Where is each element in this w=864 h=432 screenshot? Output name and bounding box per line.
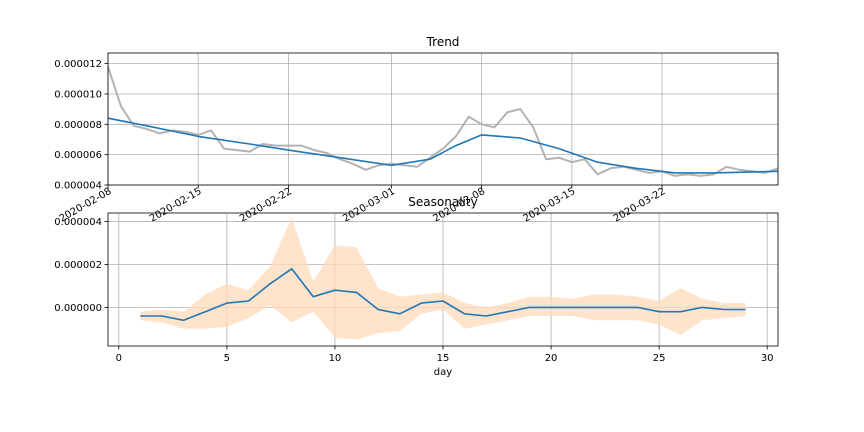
uncertainty-band	[140, 217, 746, 340]
trend-series	[107, 66, 779, 177]
x-tick-label: 2020-02-22	[238, 186, 294, 225]
trend-title: Trend	[426, 35, 460, 49]
x-tick-label: 2020-03-01	[341, 186, 397, 225]
x-tick-label: 0	[116, 353, 122, 364]
trend-ticks: 2020-02-08 2020-02-15 2020-02-22 2020-03-01…	[54, 59, 667, 225]
x-tick-label: 10	[329, 353, 342, 364]
y-tick-label: 0.000006	[54, 150, 102, 161]
x-tick-label: 25	[653, 353, 666, 364]
x-tick-label: 5	[224, 353, 230, 364]
x-tick-label: 15	[437, 353, 450, 364]
trend-gridlines	[107, 53, 778, 186]
seasonality-title: Seasonality	[408, 195, 477, 209]
x-tick-label: 20	[545, 353, 558, 364]
seasonality-ticks: 0 5 10 15 20 25 30 0.000000 0.000002 0.000004	[54, 217, 773, 364]
x-tick-label: 2020-02-15	[148, 186, 204, 225]
seasonality-series	[140, 217, 746, 340]
y-tick-label: 0.000004	[54, 217, 102, 228]
seasonality-panel: Seasonality 0 5 10 15 20 25 30 0.000000 0.000002…	[54, 195, 779, 378]
trend-axes-frame	[107, 52, 779, 186]
x-tick-label: 30	[761, 353, 774, 364]
y-tick-label: 0.000002	[54, 260, 102, 271]
y-tick-label: 0.000004	[54, 181, 102, 192]
seasonality-xlabel: day	[434, 367, 452, 378]
series-line	[107, 66, 779, 177]
series-line	[107, 117, 779, 174]
y-tick-label: 0.000012	[54, 59, 102, 70]
x-tick-label: 2020-03-15	[522, 186, 578, 225]
series-line	[140, 268, 746, 322]
y-tick-label: 0.000000	[54, 303, 102, 314]
y-tick-label: 0.000008	[54, 120, 102, 131]
y-tick-label: 0.000010	[54, 89, 102, 100]
